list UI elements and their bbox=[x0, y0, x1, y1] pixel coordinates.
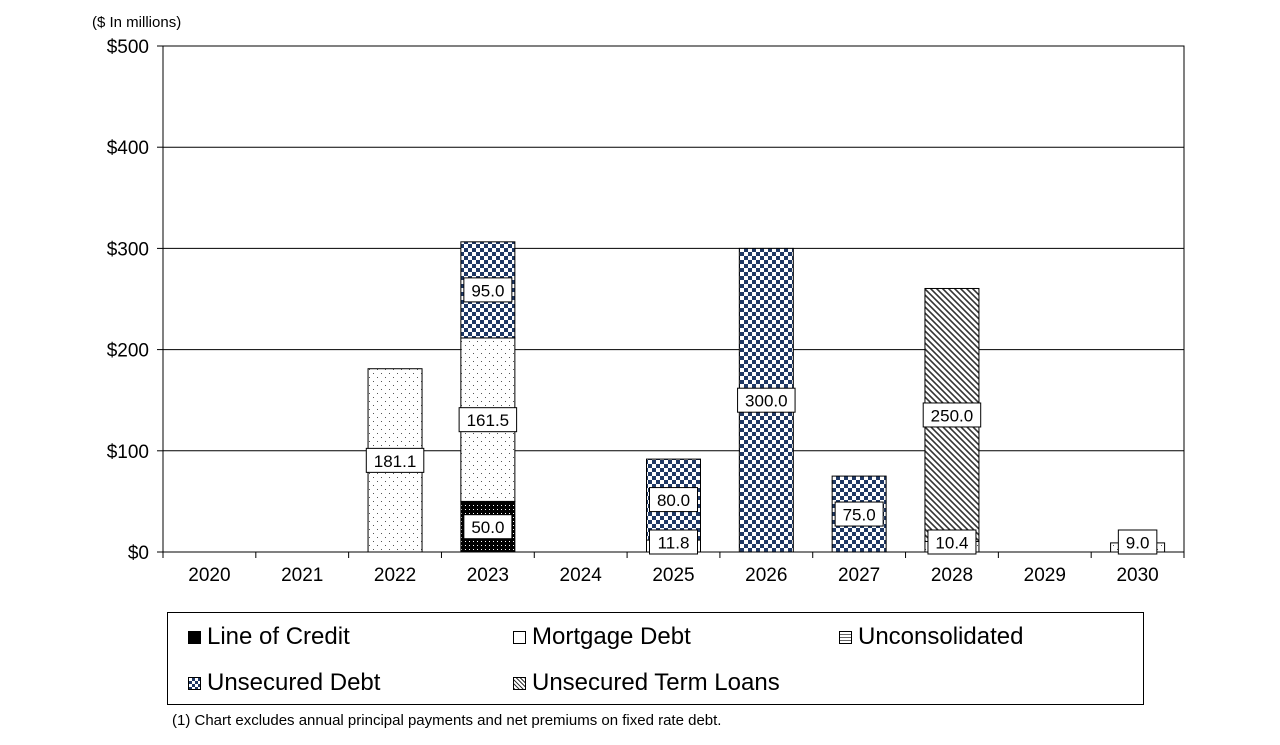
chart-legend: Line of Credit Mortgage Debt Unconsolida… bbox=[167, 612, 1144, 705]
data-label: 181.1 bbox=[374, 452, 417, 471]
data-label-box bbox=[463, 277, 513, 303]
x-tick-label: 2023 bbox=[467, 565, 509, 586]
data-label-box bbox=[834, 501, 884, 527]
data-label: 10.4 bbox=[935, 534, 968, 553]
y-tick-label: $500 bbox=[107, 37, 149, 58]
legend-item-mortgage-debt: Mortgage Debt bbox=[513, 623, 691, 651]
legend-item-unconsolidated: Unconsolidated bbox=[839, 623, 1023, 651]
y-tick-label: $200 bbox=[107, 341, 149, 362]
legend-swatch-line-of-credit bbox=[188, 630, 201, 644]
legend-label: Unconsolidated bbox=[858, 623, 1024, 650]
x-tick-label: 2029 bbox=[1024, 565, 1066, 586]
data-label: 80.0 bbox=[657, 491, 690, 510]
x-tick-label: 2028 bbox=[931, 565, 973, 586]
data-label-box bbox=[922, 402, 982, 428]
data-label: 9.0 bbox=[1126, 534, 1150, 553]
data-label: 95.0 bbox=[471, 281, 504, 300]
legend-item-line-of-credit: Line of Credit bbox=[188, 623, 350, 651]
data-label: 300.0 bbox=[745, 392, 788, 411]
data-label-box bbox=[463, 514, 513, 540]
data-label-box bbox=[365, 447, 425, 473]
data-label-box bbox=[649, 487, 698, 513]
data-label-box bbox=[737, 387, 796, 413]
unit-note: ($ In millions) bbox=[92, 14, 182, 31]
axes: $0 $100 $200 $300 $400 $500 2020 2021 2022 2023 20… bbox=[107, 37, 1185, 586]
x-tick-label: 2027 bbox=[838, 565, 880, 586]
legend-item-unsecured-term-loans: Unsecured Term Loans bbox=[513, 669, 780, 697]
data-labels: 181.1 50.0 161.5 95.0 11.8 80.0 300.0 75.0 10.4 2… bbox=[365, 277, 1158, 555]
data-label-box bbox=[1117, 529, 1158, 555]
legend-swatch-unconsolidated bbox=[839, 630, 852, 644]
data-label: 11.8 bbox=[658, 534, 690, 553]
x-tick-label: 2024 bbox=[560, 565, 603, 586]
y-tick-label: $100 bbox=[107, 442, 149, 463]
x-tick-label: 2020 bbox=[188, 565, 230, 586]
data-label-box bbox=[649, 529, 698, 555]
x-tick-label: 2025 bbox=[652, 565, 694, 586]
footnote: (1) Chart excludes annual principal paym… bbox=[172, 712, 722, 729]
y-tick-label: $0 bbox=[128, 543, 149, 564]
legend-label: Unsecured Term Loans bbox=[532, 669, 780, 696]
data-label: 75.0 bbox=[843, 506, 876, 525]
data-label-box bbox=[927, 529, 977, 555]
data-label: 50.0 bbox=[471, 518, 504, 537]
x-tick-label: 2026 bbox=[745, 565, 787, 586]
data-label-box bbox=[458, 407, 518, 433]
bar-chart: $0 $100 $200 $300 $400 $500 2020 2021 2022 2023 20… bbox=[107, 37, 1185, 586]
legend-item-unsecured-debt: Unsecured Debt bbox=[188, 669, 380, 697]
legend-swatch-unsecured-term-loans bbox=[513, 676, 526, 690]
x-tick-label: 2022 bbox=[374, 565, 416, 586]
y-tick-label: $400 bbox=[107, 138, 149, 159]
legend-swatch-unsecured-debt bbox=[188, 676, 201, 690]
legend-label: Unsecured Debt bbox=[207, 669, 381, 696]
data-label: 161.5 bbox=[467, 411, 510, 430]
y-tick-label: $300 bbox=[107, 239, 149, 260]
legend-label: Line of Credit bbox=[207, 623, 350, 650]
legend-swatch-mortgage-debt bbox=[513, 630, 526, 644]
legend-label: Mortgage Debt bbox=[532, 623, 691, 650]
x-tick-label: 2021 bbox=[281, 565, 323, 586]
x-tick-label: 2030 bbox=[1116, 565, 1158, 586]
data-label: 250.0 bbox=[931, 406, 974, 425]
